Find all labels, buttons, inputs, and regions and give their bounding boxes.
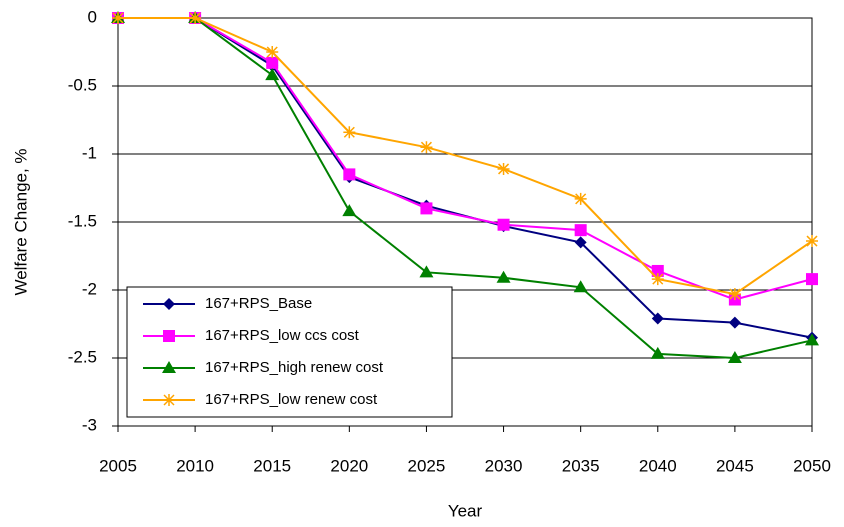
y-tick-label: -2 <box>82 279 97 298</box>
marker <box>806 273 818 286</box>
series-line <box>118 17 813 360</box>
x-tick-label: 2020 <box>330 456 368 475</box>
marker <box>189 12 202 24</box>
marker <box>574 224 587 237</box>
legend-marker <box>163 330 175 342</box>
marker <box>728 288 741 301</box>
x-tick-label: 2045 <box>716 456 754 475</box>
plot-frame <box>117 17 813 427</box>
legend: 167+RPS_Base 167+RPS_low ccs cost 167+RPS_… <box>126 286 453 418</box>
x-tick-label: 2040 <box>639 456 677 475</box>
marker <box>651 264 664 277</box>
series-line <box>118 17 813 296</box>
marker <box>805 333 819 346</box>
marker <box>420 202 433 215</box>
legend-label: 167+RPS_low renew cost <box>205 391 378 408</box>
y-tick-label: -2.5 <box>68 347 97 366</box>
x-tick-label: 2025 <box>408 456 446 475</box>
marker <box>806 235 818 248</box>
x-tick-label: 2005 <box>99 456 137 475</box>
marker <box>343 168 356 181</box>
marker <box>112 12 124 24</box>
marker <box>266 56 279 69</box>
marker <box>574 192 587 205</box>
y-tick-label: 0 <box>88 7 97 26</box>
x-tick-label: 2030 <box>485 456 523 475</box>
x-tick-label: 2035 <box>562 456 600 475</box>
legend-marker <box>163 394 175 406</box>
marker <box>574 236 587 249</box>
marker <box>728 316 741 329</box>
marker <box>343 126 356 139</box>
y-axis-label: Welfare Change, % <box>11 148 30 295</box>
y-tick-label: -1.5 <box>68 211 97 230</box>
x-axis-label: Year <box>448 501 483 520</box>
marker <box>266 46 279 58</box>
legend-label: 167+RPS_Base <box>205 295 312 312</box>
x-tick-label: 2010 <box>176 456 214 475</box>
y-tick-label: -3 <box>82 415 97 434</box>
marker <box>419 265 434 278</box>
marker <box>727 351 742 363</box>
y-tick-label: -1 <box>82 143 97 162</box>
series-line <box>118 17 813 301</box>
legend-label: 167+RPS_high renew cost <box>205 359 384 376</box>
marker <box>497 218 510 231</box>
marker <box>651 312 664 325</box>
marker <box>342 204 357 217</box>
marker <box>265 68 280 81</box>
marker <box>497 162 510 175</box>
marker <box>650 346 665 359</box>
legend-marker <box>162 361 176 373</box>
x-tick-label: 2050 <box>793 456 831 475</box>
legend-marker <box>163 298 175 310</box>
legend-label: 167+RPS_low ccs cost <box>205 327 360 344</box>
legend-box <box>126 286 453 418</box>
y-tick-label: -0.5 <box>68 75 97 94</box>
marker <box>573 280 588 293</box>
marker <box>651 273 664 286</box>
marker <box>496 270 511 283</box>
marker <box>420 141 433 154</box>
x-tick-label: 2015 <box>253 456 291 475</box>
